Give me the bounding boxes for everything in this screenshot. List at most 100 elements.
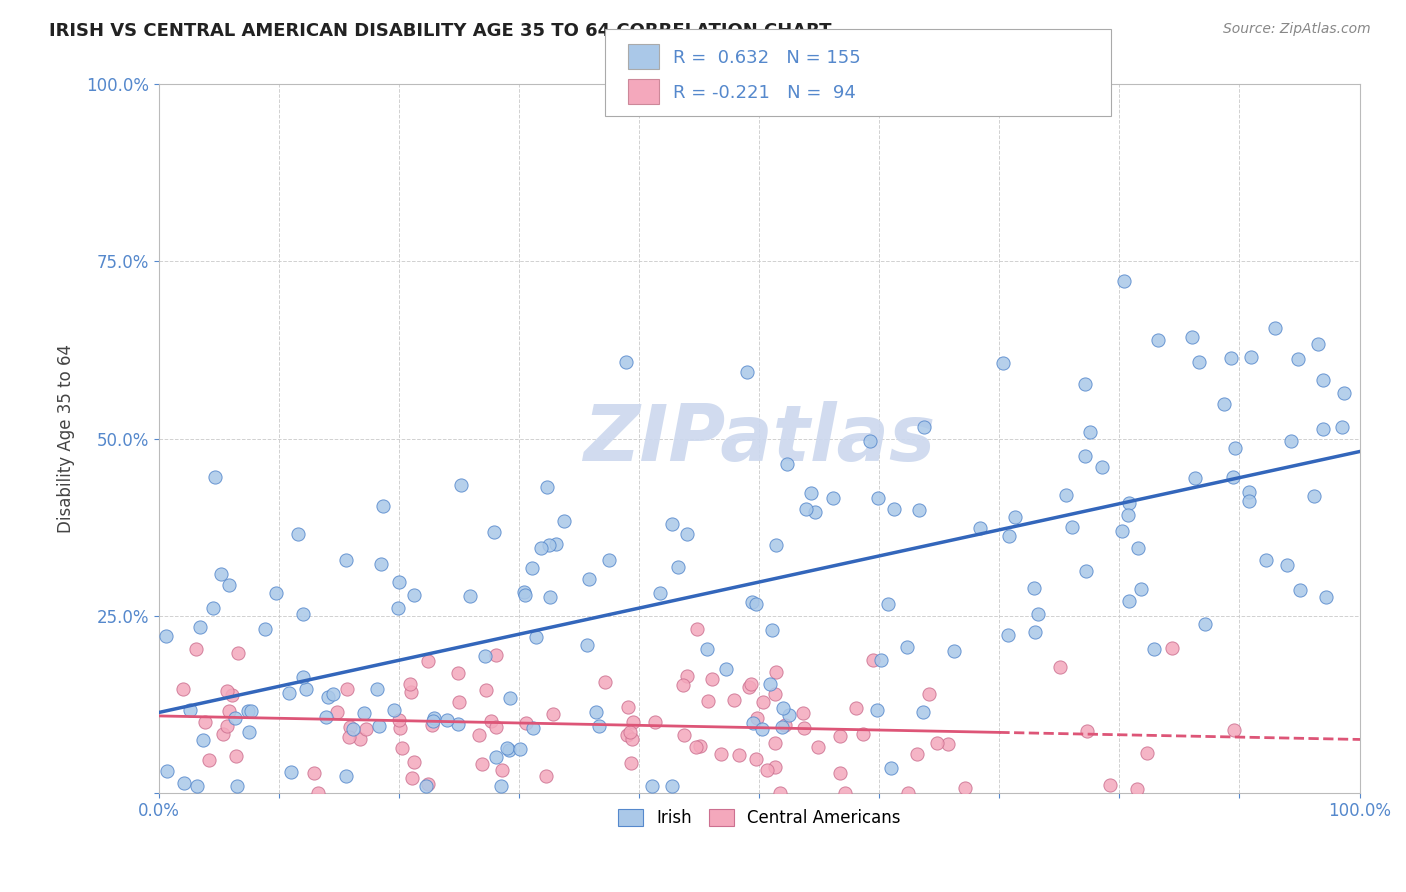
Point — [775, 457, 797, 471]
Point — [763, 760, 786, 774]
Point — [218, 704, 240, 718]
Point — [742, 716, 765, 731]
Point — [450, 478, 472, 492]
Point — [1049, 660, 1071, 674]
Point — [1188, 355, 1211, 369]
Point — [522, 560, 544, 574]
Point — [366, 681, 388, 696]
Point — [648, 586, 671, 600]
Point — [499, 690, 522, 705]
Point — [1126, 781, 1149, 796]
Point — [302, 766, 325, 780]
Point — [927, 736, 949, 750]
Point — [710, 747, 733, 762]
Point — [672, 728, 695, 742]
Point — [399, 676, 422, 690]
Point — [212, 727, 235, 741]
Point — [388, 574, 411, 589]
Point — [236, 704, 259, 718]
Point — [155, 628, 177, 642]
Point — [1074, 449, 1097, 463]
Point — [685, 739, 707, 754]
Point — [485, 720, 508, 734]
Point — [1184, 471, 1206, 485]
Point — [1126, 541, 1149, 555]
Point — [1004, 509, 1026, 524]
Point — [1181, 330, 1204, 344]
Point — [727, 748, 749, 763]
Point — [1213, 397, 1236, 411]
Point — [294, 682, 316, 697]
Point — [238, 725, 260, 739]
Point — [368, 718, 391, 732]
Point — [765, 665, 787, 679]
Point — [468, 728, 491, 742]
Point — [896, 640, 918, 654]
Point — [1130, 582, 1153, 597]
Point — [489, 779, 512, 793]
Point — [335, 769, 357, 783]
Point — [546, 537, 568, 551]
Point — [1222, 470, 1244, 484]
Point — [686, 622, 709, 636]
Point — [226, 779, 249, 793]
Point — [751, 722, 773, 736]
Point — [475, 682, 498, 697]
Point — [772, 700, 794, 714]
Point — [869, 653, 891, 667]
Point — [458, 589, 481, 603]
Point — [1112, 274, 1135, 288]
Point — [1054, 488, 1077, 502]
Point — [173, 776, 195, 790]
Point — [1312, 422, 1334, 436]
Point — [186, 642, 208, 657]
Point — [371, 500, 394, 514]
Point — [399, 684, 422, 698]
Point — [616, 700, 638, 714]
Point — [416, 654, 439, 668]
Point — [1111, 524, 1133, 538]
Point — [661, 779, 683, 793]
Point — [307, 786, 329, 800]
Point — [866, 491, 889, 505]
Point — [541, 707, 564, 722]
Point — [620, 756, 643, 771]
Point — [619, 725, 641, 739]
Point — [291, 670, 314, 684]
Point — [1091, 460, 1114, 475]
Point — [1239, 493, 1261, 508]
Point — [1286, 352, 1309, 367]
Point — [447, 665, 470, 680]
Text: R = -0.221   N =  94: R = -0.221 N = 94 — [673, 84, 856, 102]
Point — [513, 584, 536, 599]
Point — [1098, 778, 1121, 792]
Point — [1074, 564, 1097, 578]
Point — [218, 578, 240, 592]
Point — [859, 434, 882, 448]
Point — [918, 687, 941, 701]
Point — [382, 702, 405, 716]
Point — [416, 776, 439, 790]
Point — [792, 706, 814, 720]
Point — [1078, 425, 1101, 439]
Point — [907, 747, 929, 761]
Point — [422, 711, 444, 725]
Point — [752, 695, 775, 709]
Point — [513, 588, 536, 602]
Point — [226, 646, 249, 660]
Point — [745, 752, 768, 766]
Point — [388, 713, 411, 727]
Point — [1240, 350, 1263, 364]
Point — [969, 521, 991, 535]
Point — [221, 688, 243, 702]
Point — [672, 678, 695, 692]
Point — [194, 715, 217, 730]
Point — [877, 597, 900, 611]
Point — [756, 763, 779, 777]
Point — [676, 527, 699, 541]
Point — [1062, 519, 1084, 533]
Point — [578, 572, 600, 586]
Text: R =  0.632   N = 155: R = 0.632 N = 155 — [673, 49, 862, 68]
Text: IRISH VS CENTRAL AMERICAN DISABILITY AGE 35 TO 64 CORRELATION CHART: IRISH VS CENTRAL AMERICAN DISABILITY AGE… — [49, 22, 832, 40]
Point — [538, 538, 561, 552]
